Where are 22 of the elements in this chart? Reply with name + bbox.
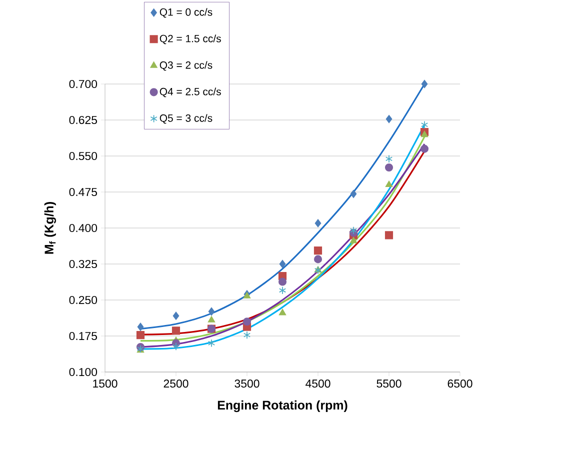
y-tick-label: 0.250 <box>69 296 98 304</box>
y-tick-label: 0.550 <box>69 152 98 160</box>
x-tick-label: 1500 <box>93 380 118 388</box>
legend-label: Q1 = 0 cc/s <box>160 8 212 18</box>
legend-label: Q3 = 2 cc/s <box>160 61 212 71</box>
x-tick-label: 4500 <box>306 380 330 388</box>
y-tick-label: 0.400 <box>69 224 98 232</box>
y-tick-label: 0.475 <box>69 188 98 196</box>
legend-label: Q4 = 2.5 cc/s <box>160 88 221 98</box>
x-axis-title: Engine Rotation (rpm) <box>218 400 348 412</box>
y-tick-label: 0.175 <box>69 332 98 340</box>
x-tick-label: 2500 <box>164 380 188 388</box>
y-tick-label: 0.100 <box>69 368 98 376</box>
legend-label: Q5 = 3 cc/s <box>160 114 212 124</box>
y-tick-label: 0.700 <box>69 80 98 88</box>
y-tick-label: 0.325 <box>69 260 98 268</box>
legend-label: Q2 = 1.5 cc/s <box>160 34 221 44</box>
x-tick-label: 3500 <box>234 380 260 388</box>
x-tick-label: 5500 <box>376 380 402 388</box>
y-tick-label: 0.625 <box>69 116 98 124</box>
x-tick-label: 6500 <box>448 380 472 388</box>
y-axis-title: M$_{f}$ (Kg/h) <box>44 202 56 254</box>
